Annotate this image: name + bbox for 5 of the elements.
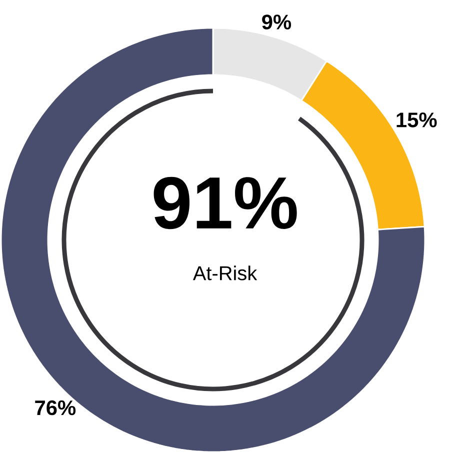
- data-label: 76%: [35, 400, 76, 416]
- data-label: 9%: [262, 14, 292, 30]
- data-label: 15%: [396, 112, 437, 128]
- text: At-Risk: [192, 266, 258, 280]
- text: 91%: [154, 176, 297, 230]
